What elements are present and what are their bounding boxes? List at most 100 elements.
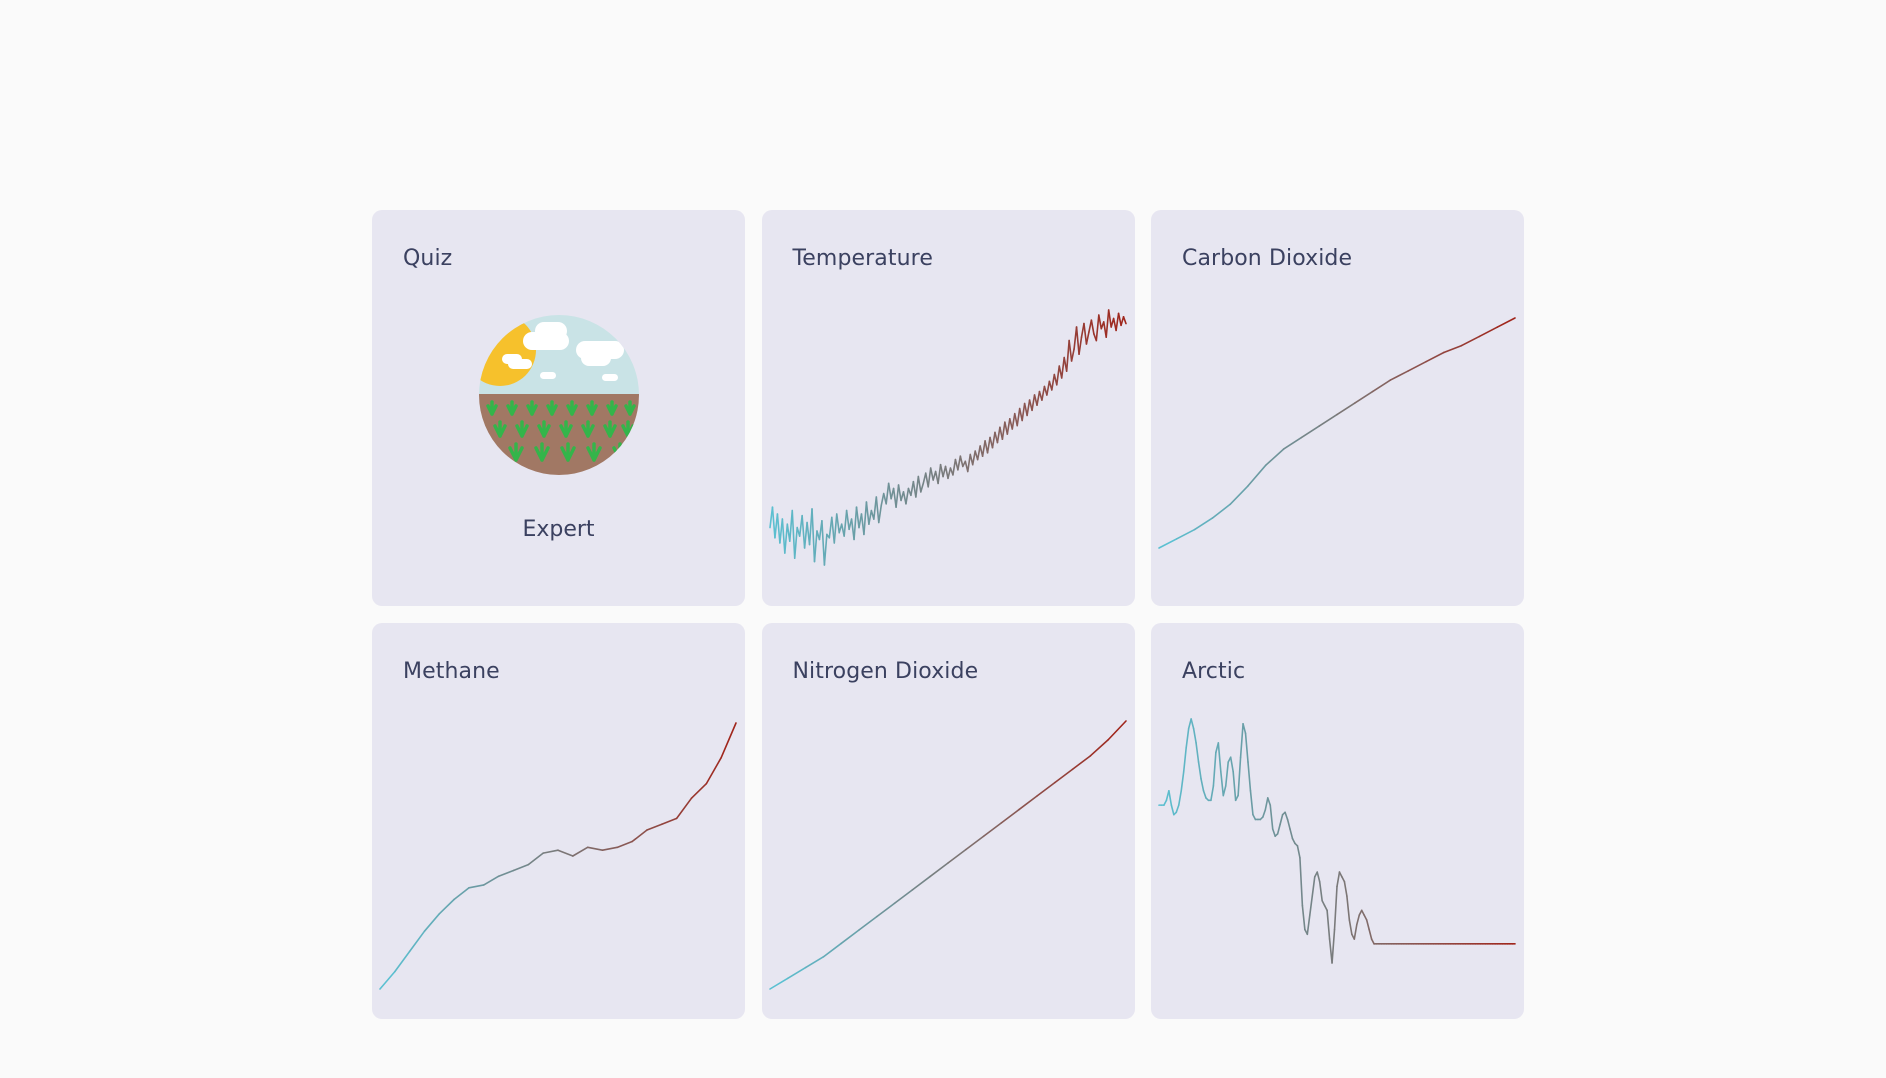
series-line-segment — [1321, 899, 1326, 907]
series-line-segment — [1224, 761, 1230, 787]
series-line-segment — [468, 884, 485, 889]
series-line-segment — [1053, 768, 1073, 784]
series-line-segment — [1239, 722, 1244, 759]
methane-chart — [379, 722, 737, 990]
series-line-segment — [1368, 928, 1373, 940]
series-line-segment — [1299, 856, 1304, 907]
series-line-segment — [877, 504, 882, 524]
series-line-segment — [1030, 394, 1035, 412]
series-line-segment — [527, 852, 544, 866]
card-title: Arctic — [1182, 659, 1246, 684]
card-quiz[interactable]: Quiz — [372, 210, 745, 606]
series-line-segment — [911, 875, 931, 891]
card-temperature[interactable]: Temperature — [761, 210, 1135, 606]
series-line-segment — [884, 482, 889, 505]
series-line-segment — [1202, 789, 1207, 799]
series-line-segment — [842, 509, 847, 537]
card-methane[interactable]: Methane — [372, 623, 745, 1019]
arctic-chart — [1158, 718, 1516, 964]
series-line-segment — [1331, 928, 1336, 964]
nitrogen-dioxide-chart — [768, 720, 1127, 990]
series-line-segment — [1279, 813, 1284, 826]
card-carbon-dioxide[interactable]: Carbon Dioxide — [1151, 210, 1524, 606]
series-line-segment — [976, 445, 981, 461]
series-line-segment — [771, 506, 776, 539]
series-line-segment — [423, 913, 441, 932]
series-line-segment — [1269, 804, 1274, 830]
series-line-segment — [1055, 365, 1060, 386]
series-line-segment — [1300, 425, 1320, 439]
card-arctic[interactable]: Arctic — [1151, 623, 1524, 1019]
series-line-segment — [1107, 309, 1112, 328]
series-line-segment — [1090, 319, 1095, 335]
series-line-segment — [1318, 880, 1323, 902]
series-line-segment — [1070, 348, 1075, 362]
series-line-segment — [786, 966, 806, 980]
series-line-segment — [1163, 799, 1168, 806]
series-line-segment — [845, 509, 850, 531]
card-nitrogen-dioxide[interactable]: Nitrogen Dioxide — [761, 623, 1135, 1019]
series-line-segment — [1035, 390, 1040, 406]
farm-field-illustration-icon — [479, 315, 639, 475]
series-line-segment — [1425, 351, 1445, 363]
series-line-segment — [1050, 373, 1055, 391]
series-line-segment — [919, 482, 924, 493]
series-line-segment — [944, 465, 949, 480]
series-line-segment — [1346, 895, 1351, 921]
series-line-segment — [1371, 379, 1392, 393]
series-line-segment — [1389, 370, 1410, 381]
series-line-segment — [512, 863, 530, 872]
series-line-segment — [1234, 794, 1239, 802]
series-line-segment — [852, 506, 857, 541]
series-line-segment — [1271, 828, 1276, 838]
series-line-segment — [646, 823, 663, 831]
series-line-segment — [690, 782, 708, 799]
series-line-segment — [1247, 761, 1252, 792]
series-line-segment — [855, 506, 860, 529]
series-line-segment — [810, 508, 815, 563]
series-line-segment — [904, 487, 909, 505]
series-line-segment — [675, 797, 693, 820]
dashboard-grid: Quiz — [372, 210, 1524, 1019]
series-line-segment — [835, 513, 840, 534]
card-title: Quiz — [403, 246, 453, 271]
series-line-segment — [1338, 871, 1343, 878]
series-line-segment — [616, 840, 633, 849]
series-line-segment — [1284, 811, 1289, 821]
series-line-segment — [804, 956, 824, 969]
series-line-segment — [939, 463, 944, 478]
series-line-segment — [936, 463, 941, 485]
series-line-segment — [1065, 339, 1070, 372]
series-line-segment — [1336, 871, 1341, 888]
series-line-segment — [1122, 316, 1127, 325]
series-line-segment — [1326, 909, 1331, 940]
series-line-segment — [1343, 880, 1348, 897]
series-line-segment — [1407, 360, 1427, 372]
series-line-segment — [1185, 727, 1190, 749]
series-line-segment — [862, 501, 867, 536]
series-line-segment — [790, 509, 796, 560]
series-line-segment — [991, 431, 996, 449]
series-line-segment — [1200, 778, 1205, 792]
series-line-segment — [1077, 336, 1082, 355]
series-line-segment — [542, 849, 559, 854]
series-line-segment — [1252, 813, 1257, 821]
series-line-segment — [917, 475, 922, 493]
series-line-segment — [1114, 312, 1119, 332]
series-line-segment — [497, 869, 515, 878]
series-line-segment — [483, 875, 500, 886]
series-line-segment — [783, 523, 788, 554]
series-line-segment — [1006, 418, 1011, 435]
series-line-segment — [897, 484, 902, 502]
series-line-segment — [981, 440, 986, 457]
series-line-segment — [1175, 804, 1180, 814]
series-line-segment — [893, 889, 913, 905]
series-line-segment — [926, 467, 931, 488]
series-line-segment — [982, 822, 1002, 838]
series-line-segment — [1242, 722, 1247, 735]
series-line-segment — [996, 426, 1001, 444]
series-line-segment — [914, 475, 919, 498]
series-line-segment — [1211, 503, 1231, 519]
series-line-segment — [1323, 904, 1328, 912]
series-line-segment — [1316, 871, 1321, 883]
